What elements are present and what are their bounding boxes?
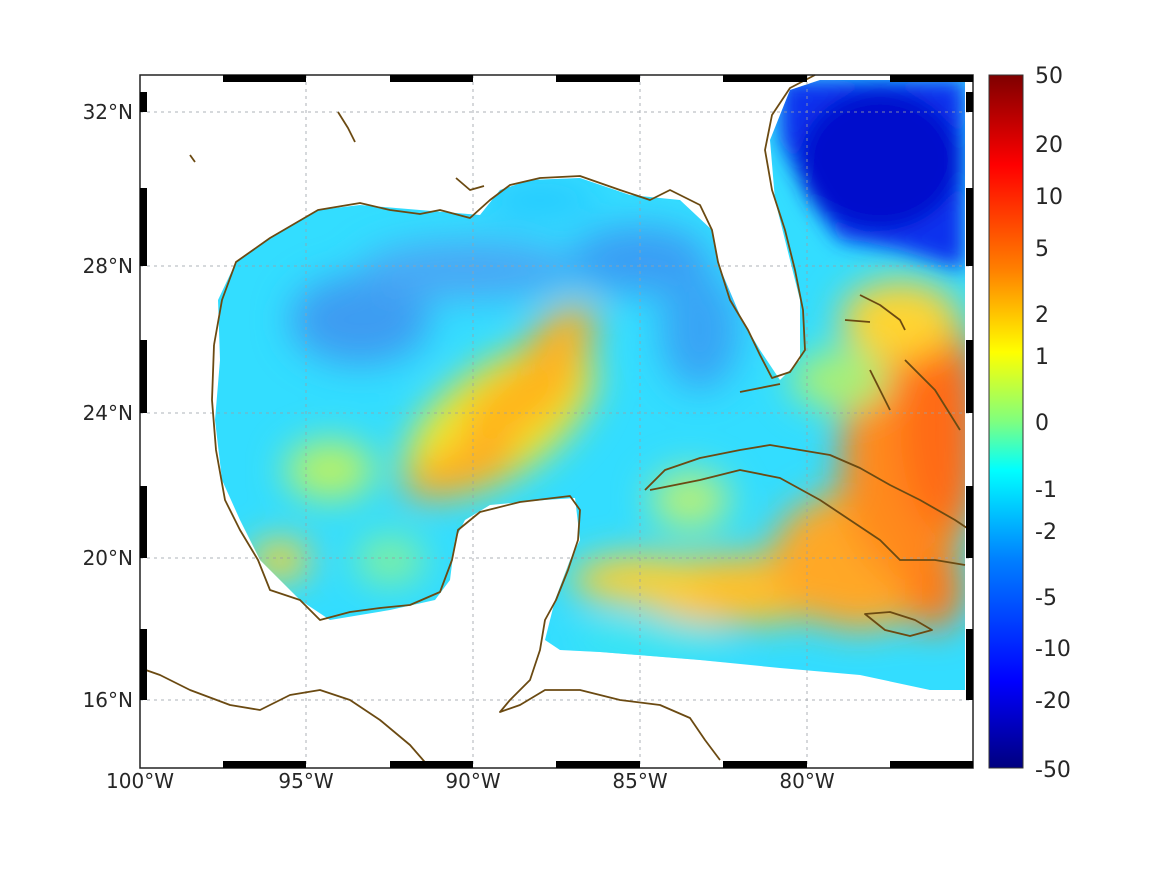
- map-frame: [139, 74, 974, 769]
- y-tick-label: 16°N: [83, 688, 133, 712]
- colorbar-tick: 50: [1035, 64, 1063, 89]
- colorbar-tick: -10: [1035, 637, 1071, 662]
- x-tick-label: 90°W: [445, 769, 500, 793]
- colorbar-tick: -5: [1035, 586, 1057, 611]
- colorbar-tick: 0: [1035, 411, 1049, 436]
- colorbar-tick: 10: [1035, 185, 1063, 210]
- x-tick-label: 100°W: [106, 769, 174, 793]
- colorbar-tick: 5: [1035, 237, 1049, 262]
- gridlines: [140, 75, 973, 768]
- colorbar-tick: -1: [1035, 478, 1057, 503]
- colorbar: 50 20 10 5 2 1 0 -1 -2 -5 -10 -20 -50: [988, 64, 1071, 783]
- colorbar-tick: -20: [1035, 689, 1071, 714]
- colorbar-gradient: [988, 74, 1024, 769]
- colorbar-tick: 2: [1035, 303, 1049, 328]
- x-tick-label: 80°W: [779, 769, 834, 793]
- x-tick-label: 85°W: [612, 769, 667, 793]
- x-tick-label: 95°W: [278, 769, 333, 793]
- colorbar-tick: 1: [1035, 345, 1049, 370]
- y-tick-label: 24°N: [83, 401, 133, 425]
- coastlines: [139, 74, 974, 769]
- y-tick-label: 32°N: [83, 100, 133, 124]
- anomaly-field: [215, 80, 965, 690]
- y-axis-labels: 32°N 28°N 24°N 20°N 16°N: [83, 100, 133, 712]
- y-tick-label: 28°N: [83, 254, 133, 278]
- colorbar-tick: -2: [1035, 520, 1057, 545]
- x-axis-labels: 100°W 95°W 90°W 85°W 80°W: [106, 769, 835, 793]
- y-tick-label: 20°N: [83, 546, 133, 570]
- colorbar-tick: -50: [1035, 758, 1071, 783]
- colorbar-tick: 20: [1035, 133, 1063, 158]
